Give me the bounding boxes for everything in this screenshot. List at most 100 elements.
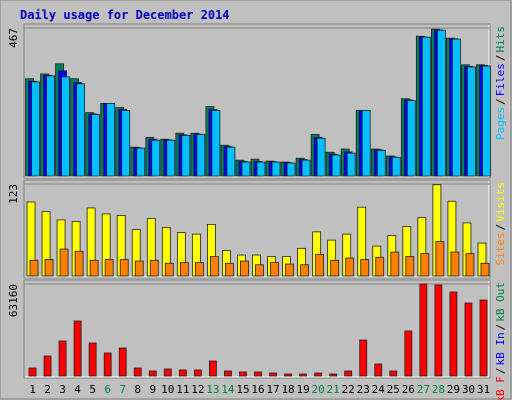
- legend: Sites/ Visits: [494, 182, 507, 266]
- x-tick-label: 20: [312, 383, 325, 396]
- legend: kB F/kB In/kB Out: [494, 282, 507, 400]
- x-tick-label: 21: [327, 383, 340, 396]
- bar: [254, 371, 262, 377]
- bar: [345, 257, 355, 277]
- panel: [23, 279, 491, 379]
- y-tick-label: 123: [7, 184, 20, 204]
- bar: [148, 370, 157, 377]
- x-tick-label: 31: [477, 383, 490, 396]
- bar: [194, 262, 204, 277]
- x-tick-label: 28: [432, 383, 445, 396]
- legend-entry: kB In: [494, 332, 507, 365]
- bar: [255, 264, 264, 277]
- x-tick-label: 2: [44, 383, 51, 396]
- x-tick-label: 30: [462, 383, 475, 396]
- legend-entry: Pages: [494, 107, 507, 140]
- legend-separator: /: [494, 324, 507, 331]
- legend-entry: kB F: [494, 376, 507, 400]
- bar: [331, 154, 341, 177]
- y-tick-label: 467: [7, 28, 20, 48]
- bar: [435, 241, 445, 277]
- x-tick-label: 3: [59, 383, 66, 396]
- bar: [359, 339, 368, 377]
- bar: [346, 152, 356, 177]
- bar: [360, 259, 370, 277]
- x-tick-label: 18: [281, 383, 294, 396]
- bar: [193, 369, 202, 377]
- bar: [286, 162, 296, 177]
- x-tick-label: 4: [74, 383, 81, 396]
- bar: [181, 135, 191, 177]
- x-tick-label: 7: [119, 383, 126, 396]
- bar: [434, 284, 443, 377]
- bar: [43, 355, 52, 377]
- legend-entry: Files: [494, 63, 507, 96]
- bar: [211, 109, 221, 177]
- bar: [210, 256, 219, 277]
- bar: [376, 149, 386, 177]
- bar: [46, 75, 55, 177]
- bar: [421, 36, 431, 177]
- bar: [179, 262, 189, 277]
- bar: [240, 260, 249, 277]
- bar: [404, 330, 413, 377]
- bar: [465, 253, 475, 277]
- x-tick-label: 23: [357, 383, 370, 396]
- bar: [59, 248, 69, 277]
- bar: [420, 253, 430, 277]
- legend-entry: Sites: [494, 232, 507, 265]
- bar: [329, 373, 338, 377]
- bar: [449, 291, 458, 377]
- bar: [361, 109, 371, 177]
- bar: [450, 251, 460, 277]
- bar: [405, 256, 415, 277]
- bar: [104, 259, 114, 277]
- bar: [284, 373, 292, 377]
- legend-entry: Visits: [494, 182, 507, 222]
- x-tick-label: 13: [206, 383, 219, 396]
- bar: [106, 103, 116, 177]
- x-tick-label: 29: [447, 383, 460, 396]
- bar: [226, 146, 236, 177]
- bar: [28, 367, 37, 377]
- bar: [73, 320, 82, 377]
- bar: [256, 161, 266, 177]
- bar: [419, 283, 428, 377]
- legend: Pages/Files/Hits: [494, 26, 507, 140]
- bar: [29, 259, 39, 277]
- bar: [389, 370, 398, 377]
- x-tick-label: 25: [387, 383, 400, 396]
- x-tick-label: 8: [134, 383, 141, 396]
- bar: [406, 100, 416, 177]
- bar: [271, 161, 281, 177]
- x-tick-label: 26: [402, 383, 415, 396]
- bar: [88, 342, 97, 377]
- bar: [239, 371, 247, 377]
- x-tick-label: 22: [342, 383, 355, 396]
- bar: [31, 81, 40, 177]
- bar: [390, 251, 400, 277]
- legend-separator: /: [494, 224, 507, 231]
- bar: [58, 340, 67, 377]
- bar: [118, 347, 127, 377]
- bar: [74, 250, 84, 277]
- bar: [301, 159, 311, 177]
- bar: [344, 370, 353, 377]
- bar: [436, 29, 446, 177]
- bar: [121, 109, 131, 177]
- bar: [241, 161, 251, 177]
- bar: [89, 259, 99, 277]
- bar: [467, 66, 476, 177]
- x-tick-label: 19: [296, 383, 309, 396]
- bar: [103, 352, 112, 377]
- bar: [163, 368, 172, 377]
- y-tick-label: 63160: [7, 284, 20, 317]
- x-tick-label: 17: [266, 383, 279, 396]
- bar: [452, 38, 461, 177]
- x-tick-label: 16: [251, 383, 264, 396]
- bar: [134, 260, 144, 277]
- bar: [209, 360, 217, 377]
- bar: [316, 137, 326, 177]
